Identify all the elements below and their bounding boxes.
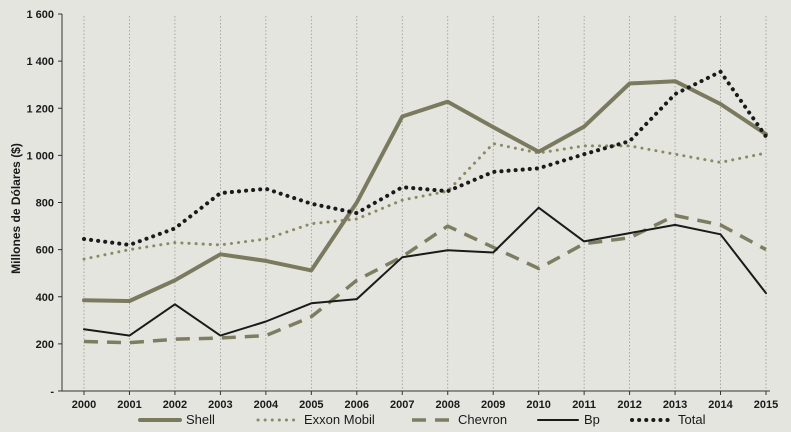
axes: [61, 14, 770, 392]
x-tick-label: 2002: [163, 399, 187, 411]
x-tick-label: 2003: [208, 399, 232, 411]
x-tick-label: 2008: [435, 399, 459, 411]
x-tick-label: 2000: [72, 399, 96, 411]
y-tick-label: 200: [36, 339, 54, 351]
x-tick-label: 2013: [663, 399, 687, 411]
y-tick-label: 600: [36, 245, 54, 257]
legend-label-shell: Shell: [186, 412, 215, 427]
y-tick-label: 1 200: [26, 103, 54, 115]
series-lines: [82, 69, 768, 345]
x-axis-ticks: 2000 2001 2002 2003 2004 2005 2006 2007 2008 2009…: [72, 391, 778, 411]
x-tick-label: 2004: [254, 399, 279, 411]
x-tick-label: 2007: [390, 399, 414, 411]
legend-item-total: Total: [630, 412, 706, 427]
series-line-bp: [83, 206, 767, 337]
x-tick-label: 2015: [754, 399, 778, 411]
y-tick-label: 1 400: [26, 56, 54, 68]
y-tick-label: -: [50, 386, 54, 398]
legend-item-shell: Shell: [138, 412, 215, 427]
series-line-exxon-mobil: [82, 142, 768, 261]
y-tick-label: 800: [36, 198, 54, 210]
x-tick-label: 2006: [345, 399, 369, 411]
x-tick-label: 2005: [299, 399, 323, 411]
legend-item-chevron: Chevron: [412, 412, 507, 427]
legend-label-chevron: Chevron: [458, 412, 507, 427]
x-tick-label: 2009: [481, 399, 505, 411]
legend-item-exxon-mobil: Exxon Mobil: [256, 412, 375, 427]
legend-label-bp: Bp: [584, 412, 600, 427]
series-line-shell: [82, 79, 768, 303]
legend: Shell Exxon Mobil Chevron Bp Total: [138, 412, 706, 427]
y-tick-label: 400: [36, 292, 54, 304]
legend-item-bp: Bp: [537, 412, 600, 427]
x-tick-label: 2012: [617, 399, 641, 411]
legend-label-total: Total: [678, 412, 706, 427]
x-tick-label: 2010: [526, 399, 550, 411]
legend-label-exxon-mobil: Exxon Mobil: [304, 412, 375, 427]
series-line-total: [82, 69, 768, 247]
x-tick-label: 2001: [117, 399, 141, 411]
y-axis-label: Millones de Dólares ($): [9, 143, 23, 274]
y-tick-label: 1 000: [26, 150, 54, 162]
vertical-gridlines: [83, 16, 767, 391]
y-axis-ticks: - 200 400 600 800 1 000 1 200 1 400 1 600: [26, 9, 62, 398]
x-tick-label: 2011: [572, 399, 596, 411]
x-tick-label: 2014: [708, 399, 733, 411]
series-line-chevron: [83, 213, 767, 345]
y-tick-label: 1 600: [26, 9, 54, 21]
